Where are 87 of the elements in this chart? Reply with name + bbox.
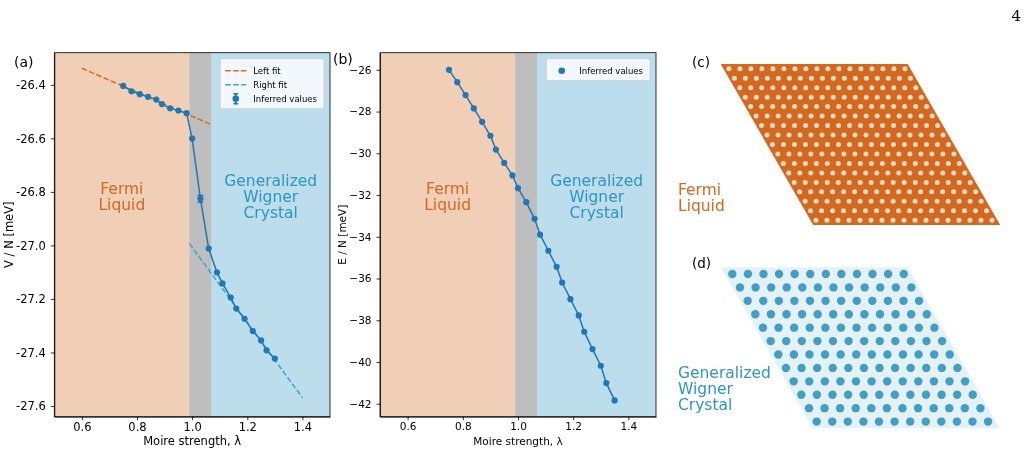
chart-title: (a) — [14, 54, 34, 70]
point — [589, 345, 596, 353]
text: Generalized Wigner Crystal — [678, 364, 771, 414]
point — [487, 132, 494, 139]
y-tick-label: −34 — [349, 230, 372, 243]
text: (d) — [692, 255, 712, 271]
point — [205, 245, 212, 252]
x-axis-title: Moire strength, λ — [143, 434, 242, 449]
point — [219, 280, 226, 287]
legend-label: Inferred values — [253, 93, 318, 104]
point — [492, 146, 500, 153]
x-axis-title: Moire strength, λ — [473, 435, 563, 448]
point — [213, 269, 221, 276]
point — [559, 279, 566, 286]
x-tick-label: 0.8 — [454, 420, 472, 433]
x-tick-label: 1.4 — [293, 419, 313, 434]
point — [128, 88, 135, 95]
point — [575, 312, 582, 319]
point — [271, 355, 278, 362]
band-label: Fermi Liquid — [98, 180, 146, 215]
point — [175, 107, 182, 114]
x-tick-label: 0.6 — [73, 419, 92, 434]
point — [531, 215, 538, 222]
x-tick-label: 1.2 — [238, 419, 257, 434]
point — [553, 263, 560, 270]
point — [257, 337, 265, 344]
x-tick-label: 0.6 — [399, 420, 417, 433]
x-tick-label: 1.2 — [565, 420, 583, 433]
legend-label: Inferred values — [579, 65, 644, 76]
y-tick-label: −40 — [349, 355, 372, 368]
point — [509, 172, 516, 179]
point — [479, 118, 486, 125]
chart-title: (b) — [333, 51, 353, 67]
point — [445, 66, 453, 73]
x-tick-label: 0.8 — [128, 419, 147, 434]
band-label: Fermi Liquid — [424, 180, 471, 215]
point — [136, 91, 143, 98]
y-tick-label: -27.0 — [16, 238, 46, 253]
point — [158, 100, 165, 108]
x-tick-label: 1.0 — [510, 420, 527, 433]
point — [454, 79, 461, 86]
x-tick-label: 1.0 — [183, 419, 202, 434]
y-tick-label: −32 — [349, 188, 372, 201]
point — [603, 380, 610, 387]
y-tick-label: -26.4 — [16, 78, 46, 92]
point — [120, 82, 127, 89]
point — [611, 397, 618, 404]
point — [166, 105, 174, 112]
point — [501, 159, 508, 166]
point — [581, 328, 588, 335]
y-tick-label: −38 — [349, 314, 372, 327]
text: 4 — [1011, 7, 1021, 25]
point — [567, 296, 574, 303]
point — [241, 315, 248, 322]
point — [249, 327, 256, 335]
y-tick-label: -27.6 — [16, 399, 46, 414]
text: Fermi Liquid — [678, 181, 725, 215]
y-tick-label: -27.4 — [16, 345, 46, 360]
y-tick-label: −42 — [349, 397, 372, 410]
point — [153, 96, 160, 103]
legend-label: Left fit — [253, 65, 282, 76]
point — [263, 347, 270, 354]
y-tick-label: −28 — [349, 105, 372, 118]
point — [523, 199, 530, 206]
text: (c) — [692, 54, 710, 70]
point — [233, 305, 240, 312]
y-tick-label: -26.6 — [16, 131, 46, 146]
y-tick-label: −36 — [349, 272, 372, 285]
legend-label: Right fit — [253, 79, 288, 90]
point — [597, 362, 604, 369]
point — [470, 105, 477, 112]
y-tick-label: −30 — [349, 147, 372, 160]
band-label: Generalized Wigner Crystal — [224, 172, 318, 223]
point — [183, 110, 190, 117]
y-axis-title: E / N [meV] — [336, 204, 348, 265]
x-tick-label: 1.4 — [620, 420, 638, 433]
y-tick-label: -27.2 — [16, 292, 46, 307]
point — [144, 93, 152, 100]
point — [227, 294, 234, 301]
y-tick-label: -26.8 — [16, 185, 46, 200]
point — [462, 91, 469, 99]
point — [514, 185, 522, 192]
band-label: Generalized Wigner Crystal — [550, 172, 644, 223]
point — [189, 135, 196, 142]
point — [536, 231, 544, 238]
point — [545, 247, 552, 254]
y-axis-title: V / N [meV] — [2, 201, 16, 268]
